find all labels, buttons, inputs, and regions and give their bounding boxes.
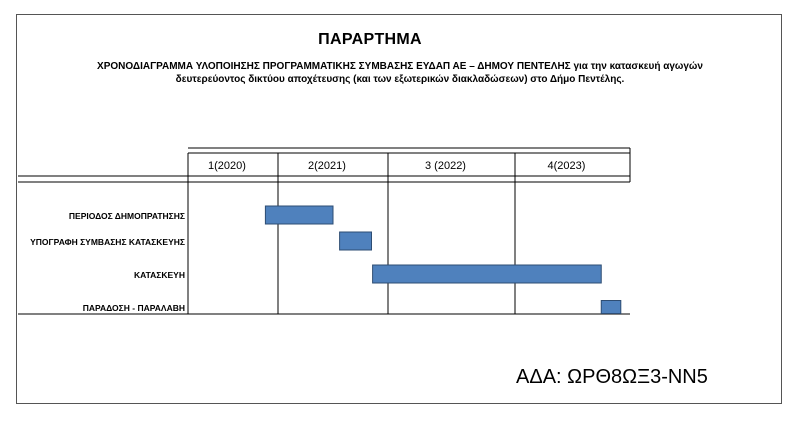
period-label: 4(2023) bbox=[548, 160, 586, 172]
gantt-bar bbox=[372, 264, 602, 284]
task-label: ΠΑΡΑΔΟΣΗ - ΠΑΡΑΛΑΒΗ bbox=[83, 303, 185, 313]
page-title: ΠΑΡΑΡΤΗΜΑ bbox=[318, 31, 422, 48]
subtitle-line-1: ΧΡΟΝΟΔΙΑΓΡΑΜΜΑ ΥΛΟΠΟΙΗΣΗΣ ΠΡΟΓΡΑΜΜΑΤΙΚΗΣ… bbox=[97, 61, 703, 72]
gantt-bar bbox=[264, 205, 334, 225]
gantt-bar bbox=[339, 231, 373, 251]
period-label: 3 (2022) bbox=[425, 160, 466, 172]
page-frame bbox=[16, 14, 782, 404]
period-label: 2(2021) bbox=[308, 160, 346, 172]
task-label: ΠΕΡΙΟΔΟΣ ΔΗΜΟΠΡΑΤΗΣΗΣ bbox=[69, 211, 185, 221]
subtitle-line-2: δευτερεύοντος δικτύου αποχέτευσης (και τ… bbox=[175, 74, 625, 85]
task-label: ΥΠΟΓΡΑΦΗ ΣΥΜΒΑΣΗΣ ΚΑΤΑΣΚΕΥΗΣ bbox=[30, 237, 185, 247]
task-label: ΚΑΤΑΣΚΕΥΗ bbox=[134, 270, 185, 280]
period-label: 1(2020) bbox=[208, 160, 246, 172]
page-subtitle: ΧΡΟΝΟΔΙΑΓΡΑΜΜΑ ΥΛΟΠΟΙΗΣΗΣ ΠΡΟΓΡΑΜΜΑΤΙΚΗΣ… bbox=[60, 60, 740, 86]
ada-code: ΑΔΑ: ΩΡΘ8ΩΞ3-ΝΝ5 bbox=[516, 366, 708, 388]
gantt-bar bbox=[600, 300, 622, 314]
